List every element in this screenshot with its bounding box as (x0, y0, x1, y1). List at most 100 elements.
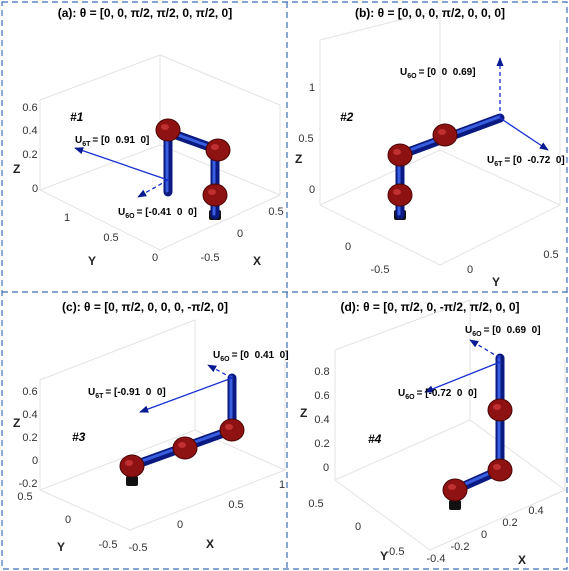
panels: Z 0.6 0.4 0.2 0 Y 1 0.5 0 X -0.5 0 0.5 (a): θ = [0, 0… (13, 6, 566, 567)
annotation-value: = [-0.91 0 0] (105, 387, 165, 398)
grid-line (39, 54, 161, 145)
annotation-subscript: 6O (125, 213, 135, 220)
tick-label: 0.4 (314, 414, 329, 426)
tick-label: 0.2 (22, 149, 37, 161)
tick-label: 0 (237, 228, 243, 240)
robot-joint (487, 458, 513, 482)
joint-shade (211, 144, 219, 150)
annotation-value: = [0 0 0.69] (419, 67, 476, 78)
vector-arrow (139, 377, 233, 413)
joint-shade (393, 149, 401, 155)
annotation: U6O = [-0.72 0 0] (398, 388, 477, 401)
annotation-value: = [-0.41 0 0] (137, 207, 197, 218)
panel: Z 0.6 0.4 0.2 0 -0.2 Y 0.5 0 -0.5 X -0.5 0 0.5 1 (c): θ… (13, 300, 289, 554)
tick-label: 0 (32, 183, 38, 195)
annotation-subscript: 6O (472, 331, 482, 338)
vector-arrow (424, 361, 501, 393)
robot-joint (202, 183, 228, 207)
tick-label: 0 (152, 252, 158, 264)
grid-line (39, 144, 281, 196)
tick-label: 0.5 (308, 498, 323, 510)
tick-label: 0.6 (314, 390, 329, 402)
tick-label: 0 (177, 519, 183, 531)
axis-label: Z (295, 152, 302, 166)
tick-label: 0.5 (103, 232, 118, 244)
grid-line (319, 40, 561, 266)
joint-shade (493, 464, 501, 470)
annotation-symbol: U (487, 155, 494, 166)
panel-tag: #3 (72, 430, 86, 444)
tick-label: 0.8 (314, 366, 329, 378)
annotation-symbol: U (75, 135, 82, 146)
robot-joint (387, 183, 413, 207)
panel-title: (c): θ = [0, π/2, 0, 0, 0, -π/2, 0] (62, 300, 228, 314)
axis-label: Z (13, 162, 20, 176)
annotation: U6O = [0 0 0.69] (400, 67, 476, 80)
joint-shade (393, 189, 401, 195)
tick-label: 0.5 (228, 499, 243, 511)
joint-shade (161, 124, 169, 130)
vector-arrow (137, 179, 169, 198)
annotation-value: = [0 0.41 0] (232, 350, 289, 361)
annotation-value: = [0 0.69 0] (484, 325, 541, 336)
annotation: U6T = [-0.91 0 0] (88, 387, 166, 400)
tick-label: 0.5 (17, 491, 32, 503)
annotation-symbol: U (398, 388, 405, 399)
robot-joint (432, 123, 458, 147)
panel-tag: #2 (340, 110, 354, 124)
annotation: U6T = [0 0.91 0] (75, 135, 149, 148)
panel-title: (b): θ = [0, 0, 0, π/2, 0, 0, 0] (355, 6, 505, 20)
robot-joint (172, 436, 198, 460)
tick-label: 0 (345, 241, 351, 253)
panel-tag: #4 (368, 432, 382, 446)
vector-arrow (499, 117, 549, 151)
tick-label: 0 (355, 521, 361, 533)
joint-shade (225, 424, 233, 430)
tick-label: 1 (64, 212, 70, 224)
tick-label: -0.5 (129, 542, 148, 554)
annotation-symbol: U (213, 350, 220, 361)
tick-label: -0.5 (371, 264, 390, 276)
robot-joint (487, 398, 513, 422)
panel: Z 0.6 0.4 0.2 0 Y 1 0.5 0 X -0.5 0 0.5 (a): θ = [0, 0… (13, 6, 284, 268)
joint-shade (178, 442, 186, 448)
tick-label: 0.6 (22, 386, 37, 398)
annotation-value: = [-0.72 0 0] (417, 388, 477, 399)
tick-label: 0.4 (528, 505, 543, 517)
vector-arrow (74, 147, 169, 181)
panel: Z 0.8 0.6 0.4 0.2 0 Y 0.5 0 -0.5 X -0.4 -0.2 0 0.2 0.4 (… (300, 299, 566, 567)
vector-arrow (207, 364, 233, 379)
tick-label: 0.5 (298, 133, 313, 145)
axis-label: Z (13, 416, 20, 430)
robot-joint (387, 143, 413, 167)
robot-joint (205, 138, 231, 162)
axis-label: Y (57, 540, 65, 554)
tick-label: 0 (65, 514, 71, 526)
tick-label: 0 (32, 455, 38, 467)
panel-tag: #1 (70, 110, 84, 124)
tick-label: 0.4 (22, 409, 37, 421)
axis-label: X (253, 254, 261, 268)
annotation-symbol: U (88, 387, 95, 398)
joint-shade (125, 460, 133, 466)
tick-label: -0.5 (386, 546, 405, 558)
panel-title: (a): θ = [0, 0, π/2, π/2, 0, π/2, 0] (58, 6, 232, 20)
grid-line (334, 299, 471, 420)
annotation-subscript: 6O (407, 73, 417, 80)
axis-label: Z (300, 406, 307, 420)
grid-line (39, 100, 281, 251)
tick-label: 0 (467, 264, 473, 276)
tick-label: -0.2 (19, 478, 38, 490)
panel: Z 1 0.5 0 Y 0 -0.5 0 0.5 (b): θ = [0, 0, 0, π/2, … (295, 6, 565, 289)
joint-shade (208, 189, 216, 195)
annotation-value: = [0 -0.72 0] (504, 155, 564, 166)
grid-line (319, 9, 441, 150)
robot-joint (442, 478, 468, 502)
tick-label: 0 (323, 462, 329, 474)
annotation-value: = [0 0.91 0] (92, 135, 149, 146)
annotation: U6O = [0 0.41 0] (213, 350, 289, 363)
robot-joint (155, 118, 181, 142)
annotation-subscript: 6T (82, 141, 91, 148)
